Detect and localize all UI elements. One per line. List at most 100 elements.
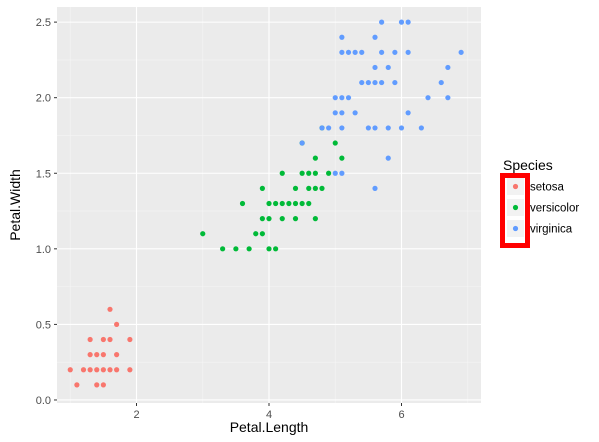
data-point-versicolor [312,155,318,161]
data-point-virginica [339,95,345,101]
legend-point-setosa [512,183,519,190]
y-tick-label: 1.0 [36,244,51,256]
data-point-virginica [339,49,345,55]
data-point-setosa [114,352,120,358]
data-point-virginica [398,125,405,131]
data-point-setosa [100,382,106,388]
x-axis-title: Petal.Length [230,419,309,435]
data-point-setosa [114,367,120,373]
data-point-versicolor [332,140,338,146]
data-point-versicolor [273,246,279,252]
data-point-virginica [339,34,345,40]
data-point-setosa [94,382,100,388]
data-point-versicolor [299,200,305,207]
data-point-versicolor [273,200,279,207]
data-point-setosa [127,367,133,373]
data-point-virginica [339,170,345,176]
legend-label-setosa: setosa [530,182,564,194]
legend-point-versicolor [512,204,519,211]
data-point-virginica [365,125,371,131]
data-point-versicolor [239,200,246,207]
data-point-versicolor [312,170,318,176]
data-point-virginica [372,125,378,131]
data-point-virginica [332,110,338,116]
data-point-versicolor [292,200,299,207]
data-point-virginica [392,79,398,86]
legend-highlight-box [500,173,530,248]
data-point-setosa [107,367,113,373]
data-points [67,19,464,388]
data-point-versicolor [266,246,272,252]
data-point-virginica [385,155,391,161]
data-point-virginica [405,110,411,116]
data-point-versicolor [292,185,299,191]
data-point-virginica [418,125,424,131]
data-point-versicolor [220,246,226,252]
data-point-versicolor [266,216,272,222]
data-point-setosa [74,382,80,388]
data-point-versicolor [200,231,206,237]
data-point-setosa [100,336,106,343]
x-tick-label: 2 [133,409,139,421]
x-tick-label: 6 [398,409,404,421]
data-point-virginica [438,79,444,86]
data-point-versicolor [292,216,299,222]
data-point-virginica [339,110,345,116]
y-axis-ticks: 0.0 0.5 1.0 1.5 2.0 2.5 [36,17,57,407]
data-point-virginica [372,64,378,71]
data-point-versicolor [286,200,292,207]
data-point-virginica [379,49,385,55]
legend-label-versicolor: versicolor [530,203,579,215]
data-point-versicolor [266,200,272,207]
data-point-virginica [319,125,325,131]
data-point-setosa [127,336,133,343]
data-point-virginica [385,125,391,131]
data-point-virginica [359,79,365,86]
data-point-versicolor [279,216,285,222]
data-point-virginica [372,34,378,40]
data-point-virginica [359,49,365,55]
data-point-setosa [94,367,100,373]
data-point-virginica [379,79,385,86]
data-point-virginica [372,79,378,86]
data-point-virginica [345,49,352,55]
data-point-versicolor [306,200,312,207]
legend-title: Species [503,157,553,173]
data-point-versicolor [312,216,318,222]
data-point-versicolor [246,246,252,252]
legend-label-virginica: virginica [530,224,573,236]
x-tick-label: 4 [266,409,272,421]
data-point-versicolor [259,231,265,237]
data-point-versicolor [233,246,239,252]
legend-point-virginica [512,225,519,232]
data-point-setosa [87,336,93,343]
data-point-setosa [114,321,120,328]
y-axis-title: Petal.Width [7,169,23,241]
data-point-versicolor [279,170,285,176]
data-point-setosa [100,367,106,373]
data-point-versicolor [259,216,265,222]
data-point-virginica [405,49,411,55]
data-point-versicolor [319,185,325,191]
data-point-virginica [392,49,398,55]
data-point-virginica [352,110,358,116]
data-point-virginica [326,125,332,131]
data-point-virginica [365,79,371,86]
data-point-virginica [385,64,391,71]
data-point-virginica [345,95,352,101]
legend-items: setosa versicolor virginica [507,178,579,237]
y-tick-label: 1.5 [36,168,51,180]
data-point-virginica [372,185,378,191]
data-point-versicolor [299,170,305,176]
data-point-virginica [458,49,464,55]
data-point-setosa [94,352,100,358]
data-point-virginica [405,19,411,25]
data-point-versicolor [306,185,312,191]
data-point-versicolor [253,231,259,237]
data-point-setosa [67,367,73,373]
data-point-virginica [332,95,338,101]
data-point-versicolor [326,170,332,176]
legend: Species setosa versicolor virginica [500,157,579,248]
data-point-virginica [339,125,345,131]
